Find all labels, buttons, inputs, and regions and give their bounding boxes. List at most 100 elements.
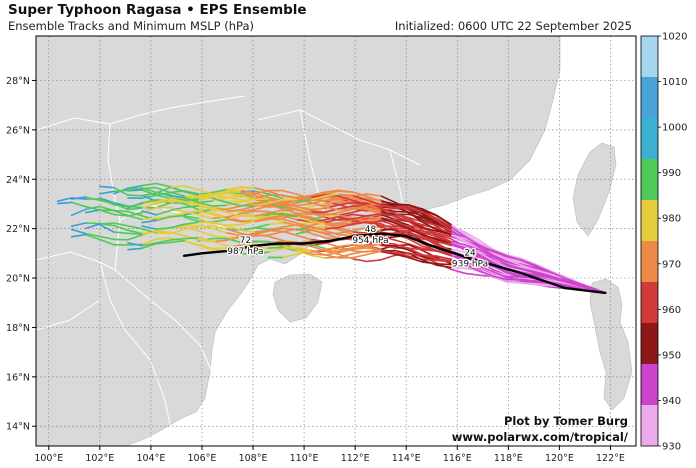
ensemble-track-segment [436, 228, 452, 236]
ensemble-track-segment [323, 245, 340, 251]
ensemble-track-segment [155, 194, 171, 199]
ensemble-track-segment [351, 231, 368, 234]
ensemble-track-segment [309, 211, 326, 214]
ensemble-track-segment [295, 246, 312, 251]
ensemble-track-segment [534, 268, 551, 275]
ensemble-track-segment [534, 283, 551, 287]
ensemble-track-segment [534, 282, 551, 286]
ensemble-track-segment [127, 229, 143, 235]
ensemble-track-segment [351, 221, 368, 225]
ensemble-track-segment [436, 232, 452, 238]
ensemble-track-segment [211, 191, 227, 196]
colorbar-segment [641, 36, 658, 77]
colorbar-label: 960 [662, 305, 681, 316]
ensemble-track-segment [141, 182, 157, 187]
ensemble-track-segment [436, 241, 452, 246]
ensemble-track-segment [127, 187, 143, 191]
ensemble-track-segment [127, 189, 143, 192]
ensemble-track-segment [99, 222, 115, 225]
colorbar-label: 940 [662, 396, 681, 407]
map-subtitle: Ensemble Tracks and Minimum MSLP (hPa) [8, 19, 254, 33]
ensemble-track-segment [309, 212, 326, 219]
ensemble-track-segment [197, 201, 213, 207]
ensemble-track-segment [365, 213, 382, 217]
ensemble-track-segment [155, 241, 171, 245]
ensemble-track-segment [211, 234, 227, 239]
ensemble-track-segment [155, 186, 171, 194]
ensemble-track-segment [450, 233, 466, 240]
initialized-time: Initialized: 0600 UTC 22 September 2025 [394, 19, 632, 33]
ensemble-track-segment [464, 231, 480, 241]
ensemble-track-segment [365, 193, 382, 197]
ensemble-track-segment [141, 202, 157, 209]
ensemble-track-segment [267, 193, 284, 200]
ensemble-track-segment [393, 252, 410, 255]
ensemble-track-segment [407, 208, 424, 218]
ensemble-track-segment [520, 263, 536, 269]
ensemble-track-segment [365, 250, 382, 256]
ensemble-track-segment [225, 236, 242, 242]
ensemble-track-segment [253, 202, 270, 207]
ensemble-track-segment [141, 225, 157, 230]
ensemble-track-segment [534, 272, 551, 278]
ensemble-track-segment [141, 187, 157, 194]
ensemble-track-segment [351, 197, 368, 204]
ensemble-track-segment [393, 222, 410, 230]
ensemble-track-segment [155, 237, 171, 241]
ensemble-track-segment [478, 262, 494, 268]
ensemble-track-segment [337, 253, 354, 258]
ensemble-track-segment [70, 222, 87, 227]
ensemble-track-segment [351, 243, 368, 247]
ensemble-track-segment [141, 189, 157, 196]
ensemble-track-segment [85, 222, 101, 225]
ensemble-track-segment [492, 265, 508, 274]
ensemble-track-segment [478, 270, 494, 277]
ensemble-track-segment [436, 262, 452, 266]
ensemble-track-segment [464, 233, 480, 244]
ensemble-track-segment [197, 229, 213, 237]
ensemble-track-segment [337, 195, 354, 202]
ensemble-track-segment [281, 244, 298, 251]
ensemble-track-segment [450, 229, 466, 239]
lat-tick-label: 26°N [6, 125, 30, 136]
ensemble-track-segment [534, 264, 551, 273]
ensemble-track-segment [337, 247, 354, 251]
ensemble-track-segment [169, 191, 185, 197]
ensemble-track-segment [506, 272, 522, 277]
ensemble-track-segment [548, 285, 565, 290]
ensemble-track-segment [506, 255, 522, 261]
ensemble-track-segment [520, 264, 536, 271]
colorbar-segment [641, 200, 658, 241]
ensemble-track-segment [267, 226, 284, 232]
ensemble-track-segment [99, 185, 115, 189]
ensemble-track-segment [478, 251, 494, 262]
ensemble-track-segment [127, 207, 143, 211]
ensemble-track-segment [239, 234, 256, 238]
ensemble-track-segment [197, 205, 213, 209]
ensemble-track-segment [141, 219, 157, 224]
ensemble-track-segment [70, 201, 87, 208]
ensemble-track-segment [281, 240, 298, 243]
ensemble-track-segment [379, 243, 396, 247]
ensemble-track-segment [478, 244, 494, 253]
ensemble-track-segment [225, 218, 242, 223]
ensemble-track-segment [379, 203, 396, 208]
ensemble-track-segment [379, 241, 396, 245]
ensemble-track-segment [183, 210, 199, 215]
ensemble-track-segment [407, 238, 424, 248]
ensemble-track-segment [365, 216, 382, 220]
ensemble-track-segment [548, 270, 565, 279]
ensemble-track-segment [70, 208, 87, 217]
lon-tick-label: 104°E [136, 453, 165, 464]
ensemble-track-segment [492, 270, 508, 279]
ensemble-track-segment [450, 258, 466, 266]
ensemble-track-segment [407, 220, 424, 232]
ensemble-track-segment [478, 239, 494, 251]
colorbar-label: 1010 [662, 77, 687, 88]
ensemble-track-segment [492, 259, 508, 269]
ensemble-track-segment [197, 213, 213, 220]
ensemble-track-segment [436, 255, 452, 260]
ensemble-track-segment [239, 198, 256, 204]
ensemble-track-segment [351, 201, 368, 204]
ensemble-track-segment [323, 190, 340, 195]
